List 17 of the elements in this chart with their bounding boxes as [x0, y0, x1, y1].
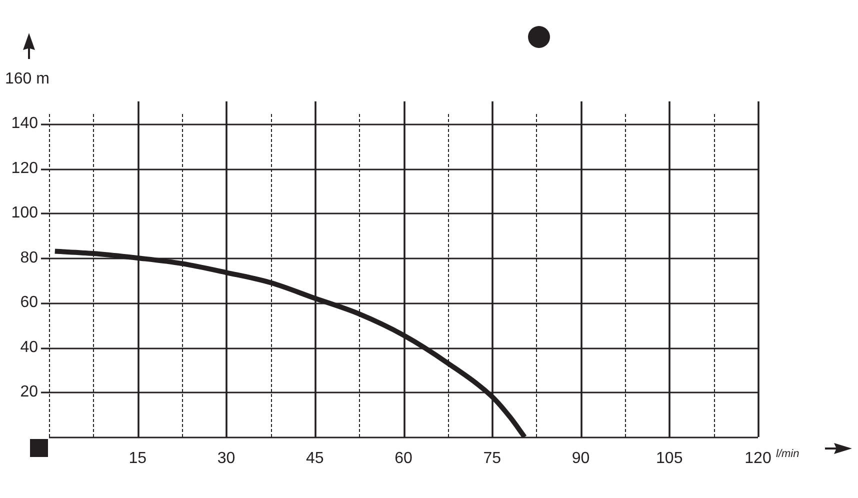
y-tick-label: 120 [11, 160, 38, 177]
x-tick-label: 105 [656, 450, 683, 468]
y-tick-label: 60 [20, 294, 38, 312]
x-tick-label: 60 [394, 450, 412, 468]
y-tick-label: 20 [20, 384, 38, 401]
x-axis-title: l/min [776, 448, 800, 460]
x-tick-label: 15 [128, 450, 147, 468]
y-tick-label: 140 [11, 115, 38, 132]
x-tick-label: 75 [483, 450, 502, 468]
y-tick-label: 80 [20, 249, 38, 266]
y-tick-label: 100 [11, 204, 38, 222]
x-tick-label: 120 [744, 450, 772, 468]
x-tick-label: 90 [572, 450, 590, 468]
y-tick-label: 40 [20, 338, 38, 356]
x-tick-label: 30 [217, 450, 236, 468]
x-tick-label: 45 [306, 450, 324, 468]
y-tick-label: 160 m [5, 70, 50, 88]
